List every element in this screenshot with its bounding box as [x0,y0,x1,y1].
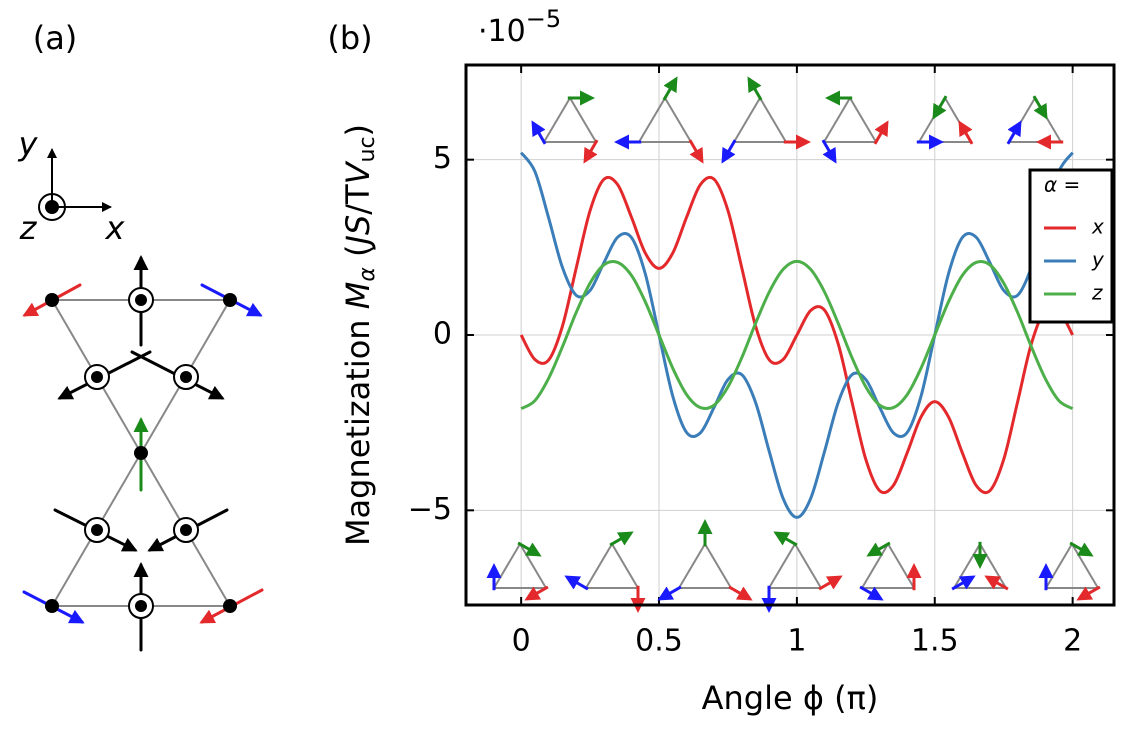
legend-label: y [1091,248,1105,272]
glyph-arrow [1006,120,1022,145]
legend-box [1028,168,1114,324]
series-line [519,151,1074,519]
spin-glyph [531,90,599,164]
glyph-arrow [657,585,682,601]
glyph-arrow [721,139,737,164]
spin-glyph [486,541,549,601]
glyph-triangle [732,96,788,143]
y-scale-exponent: −5 [526,5,561,33]
glyph-arrow [583,139,599,164]
glyph-arrow [531,120,547,145]
glyph-triangle [952,542,1008,589]
ylabel-part: Magnetization [339,309,377,546]
legend-label: z [1091,281,1103,305]
spin-glyph [564,531,646,613]
x-tick-label: 0.5 [635,624,683,659]
glyph-triangle [1044,542,1100,589]
spin-glyph [721,76,811,164]
x-axis-label: Angle ϕ (π) [702,679,879,717]
plot-area: 0 0.5 1 1.5 2 −5 0 5 α = xyz [408,63,1116,659]
glyph-triangle [767,542,823,589]
glyph-arrow [1069,541,1094,557]
glyph-triangle [542,96,598,143]
spin-glyph [859,541,922,601]
glyph-arrow [958,120,974,145]
axis-icon-label: z [19,209,38,247]
x-tick-label: 2 [1063,624,1082,659]
spin-glyph [761,531,843,613]
glyph-arrow [984,575,1009,591]
ylabel-part: /T [339,184,377,215]
spin-glyph [951,541,1009,591]
x-tick-label: 1.5 [911,624,959,659]
glyph-triangle [492,542,548,589]
series-group [519,151,1074,519]
ylabel-part: α [355,267,380,282]
y-scale-base: ·10 [478,14,526,49]
glyph-arrow [609,531,634,547]
legend-label: x [1091,215,1104,239]
lattice-diagram [22,148,264,652]
glyph-arrow [932,95,948,120]
glyph-arrow [951,575,976,591]
glyph-arrow [866,541,891,557]
glyph-arrow [859,585,884,601]
glyph-arrow [773,531,798,547]
glyph-arrow [747,76,763,101]
x-tick-label: 0 [512,624,531,659]
glyph-triangle [637,96,693,143]
glyph-triangle [584,542,640,589]
spin-glyph [1038,541,1101,601]
legend: α = xyz [1028,168,1114,324]
ylabel-part: uc [355,136,380,162]
spin-glyph [1006,95,1064,150]
series-line [519,175,1074,495]
y-axis-label: Magnetization Mα (JS/TVuc) [339,124,380,546]
glyph-arrow [818,575,843,591]
glyph-triangle [677,542,733,589]
panel-label: (b) [327,19,372,57]
axis-icon-label: x [105,209,126,247]
axis-icon-label: y [18,125,39,163]
glyph-arrow [873,120,889,145]
series-line [520,259,1074,410]
glyph-arrow [1032,95,1048,120]
y-tick-label: 5 [433,141,452,176]
glyph-arrow [517,541,542,557]
legend-title: α = [1044,173,1080,197]
spin-glyph [821,90,889,164]
ylabel-part: JS [339,215,377,251]
glyph-triangle [1007,96,1063,143]
glyph-triangle [860,542,916,589]
glyph-arrow [662,76,678,101]
y-tick-label: −5 [408,492,452,527]
x-tick-label: 1 [787,624,806,659]
glyph-arrow [1076,585,1101,601]
spin-glyph [916,95,974,150]
glyph-triangle [917,96,973,143]
ylabel-part: M [339,282,377,310]
glyph-triangle [822,96,878,143]
glyph-arrow [524,585,549,601]
glyph-arrow [728,585,753,601]
ylabel-part: ( [339,244,377,267]
ylabel-part: ) [339,124,377,136]
ylabel-part: V [339,160,377,184]
glyph-arrow [688,139,704,164]
glyph-arrow [564,575,589,591]
y-tick-label: 0 [433,317,452,352]
plot-frame [464,63,1116,607]
glyph-arrow [821,139,837,164]
y-scale-label: ·10−5 [478,5,561,49]
panel-label: (a) [33,19,78,57]
spin-glyph [614,76,704,164]
spin-glyph [657,519,753,601]
